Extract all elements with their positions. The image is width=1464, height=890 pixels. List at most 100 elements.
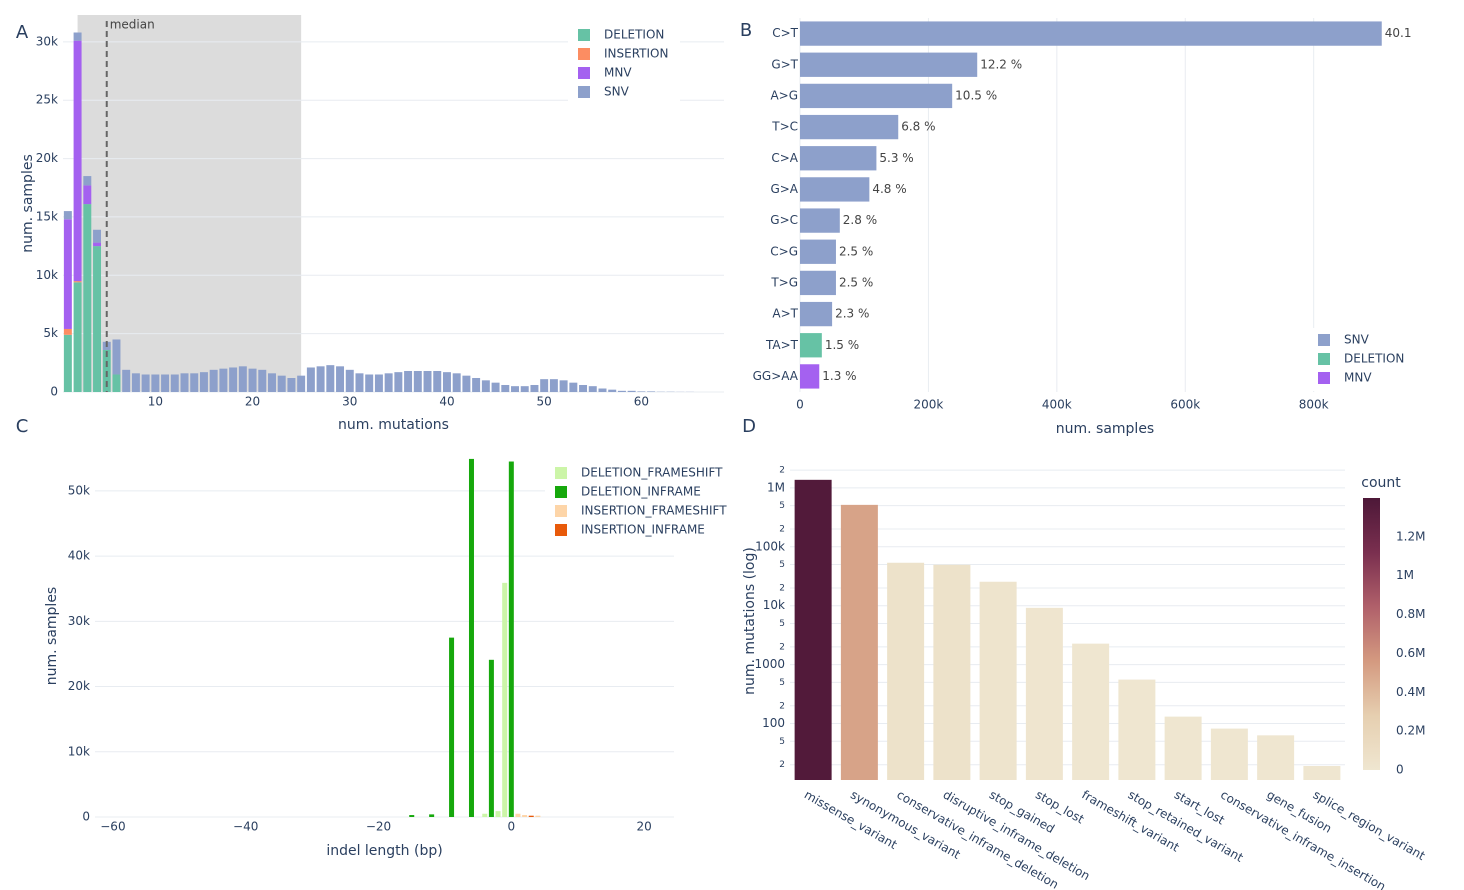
bar xyxy=(180,373,189,392)
bar xyxy=(559,380,568,392)
bar xyxy=(598,388,607,392)
y-tick-label: 5 xyxy=(779,678,785,688)
bar xyxy=(306,367,315,392)
legend-swatch xyxy=(555,486,567,498)
bar xyxy=(374,374,383,392)
bar xyxy=(413,370,422,392)
y-tick-label: A>T xyxy=(772,307,798,321)
x-tick-label: 20 xyxy=(636,820,651,834)
bar xyxy=(73,32,82,41)
bar xyxy=(522,815,528,817)
bar xyxy=(617,390,626,392)
y-tick-label: G>T xyxy=(771,57,798,71)
bar xyxy=(800,177,870,202)
bar xyxy=(229,367,238,392)
bar xyxy=(409,815,415,817)
bar xyxy=(326,365,335,392)
bar xyxy=(83,204,92,392)
value-label: 4.8 % xyxy=(872,182,906,196)
y-axis-title: num. samples xyxy=(44,587,60,685)
x-tick-label: −40 xyxy=(233,820,258,834)
colorbar xyxy=(1363,498,1380,770)
y-tick-label: G>A xyxy=(770,182,798,196)
bar xyxy=(800,114,899,140)
bar xyxy=(63,211,72,220)
y-tick-label: 10k xyxy=(36,268,58,282)
x-tick-label: conservative_inframe_insertion xyxy=(1218,788,1388,890)
y-tick-label: 15k xyxy=(36,209,58,223)
y-tick-label: 10k xyxy=(68,744,90,758)
colorbar-tick-label: 1.2M xyxy=(1396,529,1425,543)
bar xyxy=(800,239,836,264)
legend-label: INSERTION_FRAMESHIFT xyxy=(581,504,727,518)
bar xyxy=(528,815,534,817)
bar xyxy=(979,581,1017,780)
y-tick-label: 20k xyxy=(36,151,58,165)
legend-label: DELETION_FRAMESHIFT xyxy=(581,466,723,480)
bar xyxy=(238,366,247,392)
bar xyxy=(627,390,636,392)
colorbar-tick-label: 0.2M xyxy=(1396,724,1425,738)
bar xyxy=(151,374,160,392)
bar xyxy=(800,333,822,358)
y-tick-label: G>C xyxy=(770,213,798,227)
bar xyxy=(63,219,72,329)
bar xyxy=(491,382,500,392)
value-label: 2.5 % xyxy=(839,244,873,258)
value-label: 1.5 % xyxy=(825,338,859,352)
legend-swatch xyxy=(1318,353,1330,365)
y-tick-label: C>G xyxy=(770,244,798,258)
bar xyxy=(637,391,646,392)
legend-swatch xyxy=(578,86,590,98)
x-tick-label: 30 xyxy=(342,395,357,409)
colorbar-tick-label: 0.4M xyxy=(1396,685,1425,699)
y-tick-label: C>A xyxy=(771,151,798,165)
y-tick-label: 5 xyxy=(779,737,785,747)
y-tick-label: T>C xyxy=(771,120,798,134)
panel-label: C xyxy=(16,416,29,437)
x-tick-label: 0 xyxy=(796,398,804,412)
bar xyxy=(488,659,494,817)
value-label: 2.3 % xyxy=(835,307,869,321)
bar xyxy=(800,270,836,296)
bar xyxy=(1164,716,1202,780)
bar xyxy=(93,229,102,243)
bar xyxy=(258,369,267,392)
bar xyxy=(190,373,199,392)
x-tick-label: 800k xyxy=(1299,398,1329,412)
bar xyxy=(199,372,208,392)
y-tick-label: 5 xyxy=(779,501,785,511)
bar xyxy=(112,339,121,375)
bar xyxy=(394,372,403,392)
bar xyxy=(316,366,325,392)
bar xyxy=(1025,607,1063,780)
y-tick-label: 0 xyxy=(50,385,58,399)
y-tick-label: 50k xyxy=(68,483,90,497)
bar xyxy=(511,386,519,392)
legend-label: MNV xyxy=(604,66,632,80)
bar xyxy=(515,813,521,817)
value-label: 2.5 % xyxy=(839,275,873,289)
legend-swatch xyxy=(1318,334,1330,346)
y-tick-label: 5k xyxy=(43,326,58,340)
bar xyxy=(481,380,490,392)
median-label: median xyxy=(110,18,155,32)
bar xyxy=(423,370,432,392)
bar xyxy=(482,813,488,817)
legend-label: DELETION xyxy=(1344,352,1404,366)
bar xyxy=(93,242,102,247)
bar xyxy=(535,815,541,817)
x-axis-title: indel length (bp) xyxy=(326,843,442,859)
bar xyxy=(569,382,578,392)
x-tick-label: 200k xyxy=(913,398,943,412)
bar xyxy=(1303,766,1341,780)
y-tick-label: 0 xyxy=(82,810,90,824)
bar xyxy=(170,374,179,392)
legend-label: SNV xyxy=(1344,333,1370,347)
bar xyxy=(83,185,92,205)
y-tick-label: 5 xyxy=(779,560,785,570)
x-axis-title: num. samples xyxy=(1056,421,1154,437)
bar xyxy=(1118,679,1156,780)
legend-label: INSERTION xyxy=(604,47,668,61)
bar xyxy=(63,328,72,335)
